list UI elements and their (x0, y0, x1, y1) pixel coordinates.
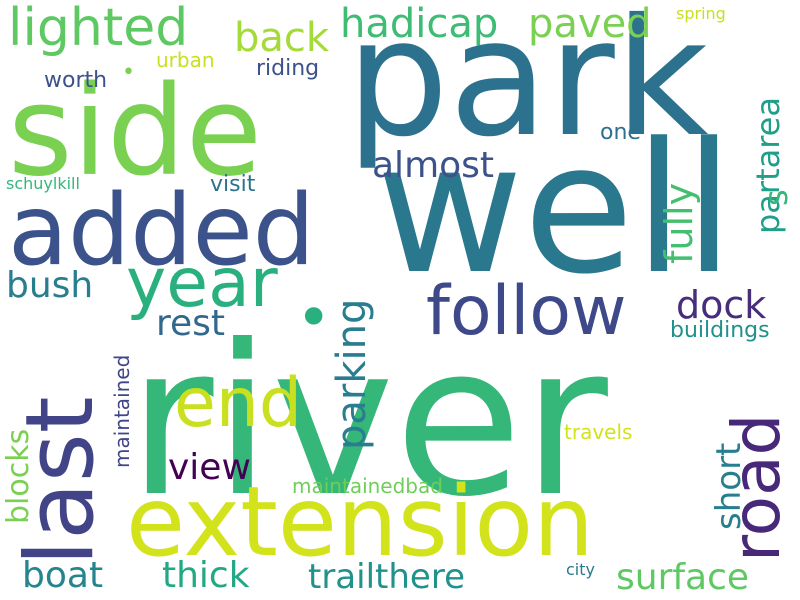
word-dot1: • (122, 60, 135, 85)
word-lighted: lighted (8, 0, 189, 58)
word-added: added (8, 174, 315, 288)
word-maintainedbad: maintainedbad (292, 474, 443, 498)
word-travels: travels (564, 420, 633, 444)
word-buildings: buildings (670, 318, 770, 343)
word-bush: bush (6, 265, 94, 306)
word-blocks: blocks (1, 428, 36, 524)
word-trailthere: trailthere (308, 557, 465, 597)
word-end: end (174, 364, 303, 443)
word-side: side (8, 60, 263, 204)
word-back: back (234, 15, 330, 61)
word-parking: parking (329, 298, 375, 450)
word-follow: follow (426, 272, 627, 351)
word-urban: urban (156, 48, 215, 72)
word-extension: extension (126, 466, 594, 578)
word-river: river (128, 301, 608, 543)
word-maintained: maintained (110, 354, 134, 468)
word-riding: riding (256, 56, 320, 81)
word-view: view (168, 447, 251, 488)
word-worth: worth (44, 68, 108, 93)
word-one: one (600, 120, 641, 145)
word-visit: visit (210, 172, 256, 197)
word-dot2: • (296, 283, 332, 353)
word-spring: spring (676, 4, 726, 23)
word-dock: dock (676, 283, 767, 327)
word-boat: boat (22, 555, 104, 596)
word-city: city (566, 560, 595, 579)
word-schuylkill: schuylkill (6, 174, 80, 193)
word-almost: almost (372, 145, 495, 186)
word-partarea: partarea (749, 97, 787, 234)
word-paved: paved (528, 1, 652, 47)
word-rest: rest (156, 303, 226, 344)
word-fully: fully (657, 182, 701, 264)
word-thick: thick (162, 555, 250, 596)
word-short: short (709, 442, 749, 530)
word-s: s (757, 189, 795, 206)
word-surface: surface (616, 557, 750, 598)
word-park: park (346, 0, 709, 173)
word-year: year (126, 244, 278, 323)
word-hadicap: hadicap (340, 1, 499, 47)
word-well: well (376, 105, 734, 314)
